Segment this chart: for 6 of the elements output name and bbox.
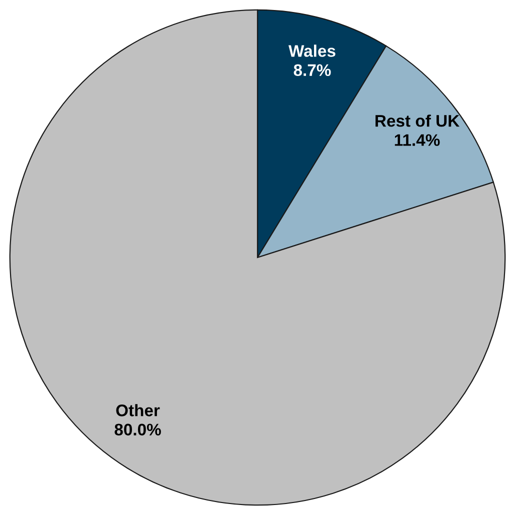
- slice-label: Wales: [288, 44, 336, 57]
- slice-label: Other: [116, 404, 160, 416]
- data-label: 8.7%: [294, 64, 331, 76]
- slice-label: Rest of UK: [376, 114, 460, 127]
- data-label: 11.4%: [394, 134, 440, 146]
- data-label: 80.0%: [114, 424, 161, 436]
